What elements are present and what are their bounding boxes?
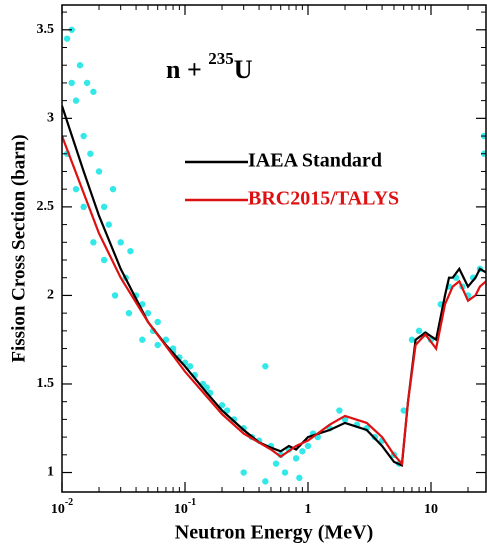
data-point [95,168,103,175]
x-tick-label: 1 [304,502,311,517]
data-point [415,327,423,335]
data-point [80,132,87,140]
data-point [296,474,303,482]
data-point [127,247,134,255]
data-point [292,455,300,462]
data-point [111,292,119,299]
series-line [62,135,486,467]
data-point [63,35,71,42]
data-point [90,88,97,95]
data-point [154,318,161,326]
data-point [100,256,108,264]
x-tick-label: 10-2 [51,497,73,517]
x-axis-label: Neutron Energy (MeV) [175,522,373,544]
x-tick-label: 10-1 [174,497,196,517]
data-point [80,203,87,211]
data-point [186,363,194,370]
data-point [408,336,416,343]
x-tick-label-exp: -2 [65,497,73,508]
data-point [105,221,112,228]
x-tick-label-exp: -1 [188,497,196,508]
series-line [62,105,486,468]
data-point [218,402,226,409]
data-point [72,185,80,193]
data-point [83,79,91,87]
legend-label: IAEA Standard [248,150,382,172]
annotation: n + 235U [166,49,253,84]
data-point [100,203,108,211]
y-tick-label: 1.5 [37,376,55,391]
y-tick-label: 3.5 [37,22,55,37]
data-point [139,336,146,343]
data-point [72,97,80,104]
plot-frame [61,4,487,493]
data-point [68,79,75,87]
data-point [117,239,124,246]
y-axis-label: Fission Cross Section (barn) [8,134,29,362]
annotation-sup: 235 [208,49,234,68]
data-point [272,460,280,467]
data-point [400,407,407,414]
annotation-tail: U [234,55,253,84]
x-tick-label-base: 10 [174,502,188,517]
data-point [144,309,152,317]
data-point [109,185,117,193]
data-point [154,341,161,349]
data-point [125,309,133,317]
annotation-text: n + [166,55,208,84]
x-tick-label: 10 [424,502,438,517]
data-point [281,469,289,476]
y-tick-label: 3 [47,111,54,126]
x-tick-label-base: 10 [51,502,65,517]
data-point [76,62,84,69]
legend-label: BRC2015/TALYS [248,188,399,210]
data-point [304,442,312,450]
data-point [299,448,306,455]
data-point [336,407,343,414]
y-tick-label: 2 [47,288,54,303]
data-point [262,478,269,485]
data-point [262,363,269,370]
data-point [87,150,94,157]
y-tick-label: 2.5 [37,199,55,214]
data-point [90,239,97,246]
data-point [223,407,231,414]
y-tick-label: 1 [47,465,54,480]
data-point [240,469,247,476]
